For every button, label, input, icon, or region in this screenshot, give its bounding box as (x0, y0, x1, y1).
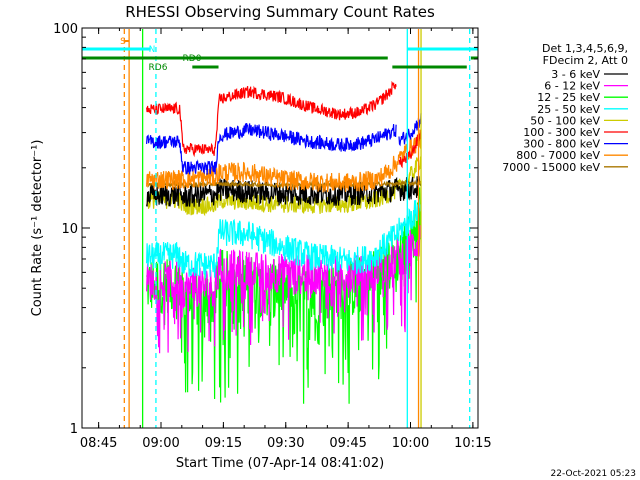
legend-label: 300 - 800 keV (523, 138, 600, 151)
legend-entry-50-100-kev: 50 - 100 keV (530, 114, 628, 127)
legend-header-line: Det 1,3,4,5,6,9, (542, 42, 628, 55)
series-300-800-kev (146, 113, 422, 175)
x-tick-label: 10:15 (454, 436, 491, 451)
legend-entry-12-25-kev: 12 - 25 keV (537, 91, 628, 104)
flag-label-n: N (149, 45, 156, 55)
flag-label-rd6: RD6 (149, 63, 168, 73)
flag-label-rd0: RD0 (183, 54, 202, 64)
y-tick-label: 100 (53, 22, 78, 37)
x-tick-label: 08:45 (80, 436, 117, 451)
legend-header-line: FDecim 2, Att 0 (543, 54, 628, 67)
legend-label: 7000 - 15000 keV (502, 161, 600, 174)
series-100-300-kev (146, 80, 422, 169)
series-25-50-kev (146, 199, 422, 279)
legend-entry-300-800-kev: 300 - 800 keV (523, 138, 628, 151)
x-axis-ticks: 08:45 09:00 09:15 09:30 09:45 10:00 10:15 (80, 28, 492, 451)
legend-entry-7000-15000-kev: 7000 - 15000 keV (502, 161, 628, 174)
legend-entry-6-12-kev: 6 - 12 keV (544, 80, 628, 93)
x-tick-label: 09:45 (329, 436, 366, 451)
legend-entry-3-6-kev: 3 - 6 keV (551, 68, 628, 81)
legend-label: 6 - 12 keV (544, 80, 600, 93)
legend: Det 1,3,4,5,6,9,FDecim 2, Att 03 - 6 keV… (502, 42, 628, 174)
x-axis-label: Start Time (07-Apr-14 08:41:02) (176, 456, 384, 471)
chart-title: RHESSI Observing Summary Count Rates (125, 3, 435, 21)
series-trace-6-12-kev-1 (146, 225, 422, 354)
flag-bars: S N RD0 RD6 (82, 37, 478, 73)
series-trace-100-300-kev-1 (146, 80, 397, 158)
y-axis-label: Count Rate (s⁻¹ detector⁻¹) (30, 140, 45, 317)
series-trace-800-7000-kev-1 (146, 129, 422, 193)
series-6-12-kev (146, 225, 422, 354)
y-tick-label: 1 (70, 422, 78, 437)
y-axis-ticks: 1 10 100 (53, 22, 478, 437)
legend-label: 800 - 7000 keV (516, 149, 600, 162)
flag-rd6: RD6 (149, 63, 467, 73)
series-trace-300-800-kev-1 (146, 123, 397, 175)
flag-label-s: S (120, 37, 126, 47)
flag-n: N (82, 45, 478, 55)
series-3-6-kev (146, 175, 422, 207)
series-trace-100-300-kev-2 (398, 129, 422, 169)
flag-s: S (120, 37, 129, 47)
x-tick-label: 09:30 (267, 436, 304, 451)
legend-entry-800-7000-kev: 800 - 7000 keV (516, 149, 628, 162)
series-trace-3-6-kev-1 (146, 175, 422, 207)
vertical-markers (123, 29, 471, 428)
series-traces (146, 80, 422, 404)
series-800-7000-kev (146, 129, 422, 193)
series-trace-25-50-kev-1 (146, 199, 422, 279)
footer-date: 22-Oct-2021 05:23 (551, 469, 636, 479)
legend-entry-25-50-kev: 25 - 50 keV (537, 103, 628, 116)
x-tick-label: 09:00 (142, 436, 179, 451)
legend-label: 12 - 25 keV (537, 91, 600, 104)
legend-label: 50 - 100 keV (530, 114, 600, 127)
y-tick-label: 10 (61, 222, 78, 237)
x-tick-label: 09:15 (205, 436, 242, 451)
series-trace-300-800-kev-2 (398, 113, 422, 147)
flag-rd0: RD0 (82, 54, 478, 64)
legend-label: 3 - 6 keV (551, 68, 600, 81)
legend-entry-100-300-kev: 100 - 300 keV (523, 126, 628, 139)
x-tick-label: 10:00 (392, 436, 429, 451)
legend-label: 100 - 300 keV (523, 126, 600, 139)
legend-label: 25 - 50 keV (537, 103, 600, 116)
